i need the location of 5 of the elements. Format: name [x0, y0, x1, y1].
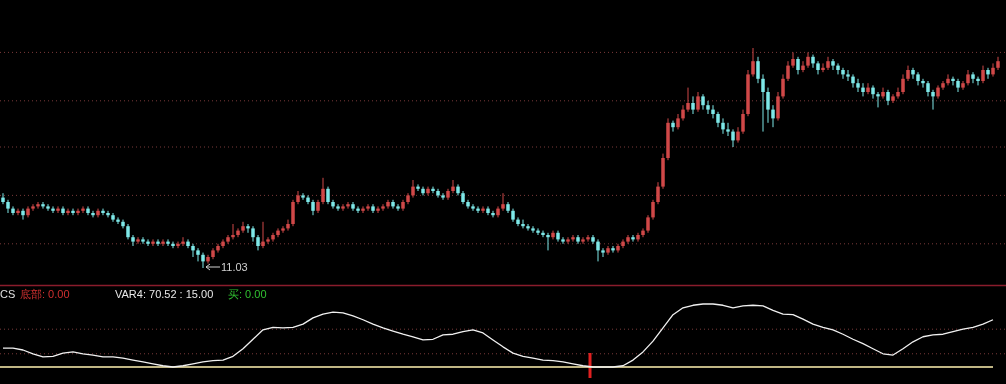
text: CS [0, 288, 16, 300]
annotation: 11.03 [221, 261, 248, 273]
text: 底部: 0.00 [20, 288, 70, 300]
text: 买: 0.00 [228, 288, 267, 300]
text: VAR4: 70.52 : 15.00 [115, 288, 214, 300]
